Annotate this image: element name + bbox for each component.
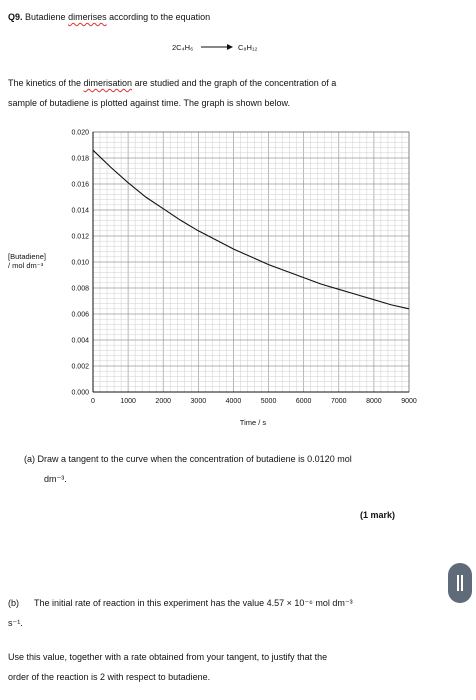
y-tick-label: 0.018 (71, 156, 89, 163)
part-a-marks: (1 mark) (360, 510, 396, 520)
x-axis-label: Time / s (240, 418, 267, 427)
question-header: Q9. Butadiene dimerises according to the… (8, 12, 210, 23)
x-tick-label: 2000 (155, 398, 171, 405)
series-line (92, 149, 410, 310)
y-tick-label: 0.000 (71, 390, 89, 397)
x-tick-label: 0 (91, 398, 95, 405)
x-tick-label: 8000 (366, 398, 382, 405)
x-tick-label: 1000 (120, 398, 136, 405)
y-tick-label: 0.016 (71, 182, 89, 189)
pause-button[interactable] (448, 563, 472, 603)
question-number: Q9. (8, 12, 23, 22)
part-b-instruction-1: Use this value, together with a rate obt… (8, 652, 328, 662)
x-tick-label: 4000 (226, 398, 242, 405)
kinetics-text-post: are studied and the graph of the concent… (132, 78, 337, 88)
y-tick-label: 0.004 (71, 338, 89, 345)
equation-left: 2C₄H₆ (172, 43, 194, 52)
y-tick-labels: 0.000 0.002 0.004 0.006 0.008 0.010 0.012 0.014… (71, 130, 89, 397)
part-b-label: (b) (8, 598, 19, 608)
part-a-line-1: (a) Draw a tangent to the curve when the… (24, 454, 352, 464)
y-tick-label: 0.020 (71, 130, 89, 137)
x-tick-labels: 0 1000 2000 3000 4000 5000 6000 7000 8000 9000 (91, 398, 417, 405)
part-b-line-2: s⁻¹. (8, 618, 23, 628)
intro-text-wavy: dimerises (68, 12, 107, 22)
x-tick-label: 7000 (331, 398, 347, 405)
y-axis-label-line-2: / mol dm⁻³ (8, 261, 44, 270)
reaction-arrow-icon (201, 44, 233, 50)
x-tick-label: 5000 (261, 398, 277, 405)
x-tick-label: 6000 (296, 398, 312, 405)
y-tick-label: 0.014 (71, 208, 89, 215)
y-tick-label: 0.012 (71, 234, 89, 241)
y-axis-label-line-1: [Butadiene] (8, 252, 46, 261)
part-b-line-1: The initial rate of reaction in this exp… (34, 598, 353, 608)
part-b-instruction-2: order of the reaction is 2 with respect … (8, 672, 211, 682)
intro-text-pre: Butadiene (25, 12, 69, 22)
kinetics-text-wavy: dimerisation (83, 78, 133, 88)
part-a-line-2: dm⁻³. (44, 474, 67, 484)
equation-right: C₈H₁₂ (238, 43, 258, 52)
kinetics-line-1: The kinetics of the dimerisation are stu… (8, 78, 336, 89)
x-tick-label: 9000 (401, 398, 417, 405)
y-tick-label: 0.002 (71, 364, 89, 371)
intro-text-post: according to the equation (106, 12, 211, 22)
chart-grid (92, 131, 410, 393)
y-tick-label: 0.006 (71, 312, 89, 319)
y-tick-label: 0.010 (71, 260, 89, 267)
x-tick-label: 3000 (191, 398, 207, 405)
kinetics-text-pre: The kinetics of the (8, 78, 84, 88)
y-tick-label: 0.008 (71, 286, 89, 293)
concentration-time-chart: 0.000 0.002 0.004 0.006 0.008 0.010 0.012 0.014… (8, 130, 417, 428)
concentration-curve (92, 149, 410, 310)
kinetics-line-2: sample of butadiene is plotted against t… (8, 98, 291, 108)
chart-frame (92, 131, 410, 393)
